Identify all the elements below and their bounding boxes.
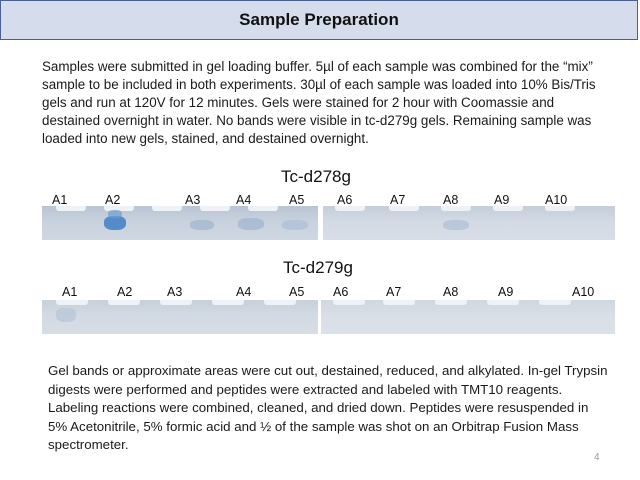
gel1-lane-label: A2	[105, 193, 121, 207]
gel2-lane-label: A7	[386, 285, 402, 299]
gel1-lane-label: A7	[390, 193, 406, 207]
gel2-lane-label: A2	[117, 285, 133, 299]
gel1-lane-label: A8	[443, 193, 459, 207]
page-title: Sample Preparation	[239, 10, 399, 29]
gel1-lane-label: A3	[185, 193, 201, 207]
gel1-lane-label: A4	[236, 193, 252, 207]
gel2-lane-label: A8	[443, 285, 459, 299]
gel2-title: Tc-d279g	[283, 258, 353, 277]
gel2-left-image	[42, 300, 318, 334]
gel1-right-image	[323, 206, 615, 240]
gel1-lane-label: A9	[494, 193, 510, 207]
gel2-lane-label: A5	[289, 285, 305, 299]
procedure-paragraph: Gel bands or approximate areas were cut …	[48, 363, 608, 452]
title-bar: Sample Preparation	[0, 0, 638, 40]
gel2-lane-label: A1	[62, 285, 78, 299]
gel2-lane-label: A4	[236, 285, 252, 299]
gel2-lane-label: A9	[498, 285, 514, 299]
gel1-lane-label: A1	[52, 193, 68, 207]
gel2-lane-label: A6	[333, 285, 349, 299]
intro-paragraph: Samples were submitted in gel loading bu…	[42, 59, 596, 146]
gel1-lane-label: A6	[337, 193, 353, 207]
gel1-title: Tc-d278g	[281, 167, 351, 186]
gel2-right-image	[321, 300, 615, 334]
gel1-lane-label: A5	[289, 193, 305, 207]
page-number: 4	[594, 452, 600, 463]
gel2-lane-label: A3	[167, 285, 183, 299]
gel1-lane-label: A10	[545, 193, 568, 207]
gel1-band-a2	[104, 216, 126, 230]
gel1-left-image	[42, 206, 318, 240]
gel2-lane-label: A10	[572, 285, 595, 299]
